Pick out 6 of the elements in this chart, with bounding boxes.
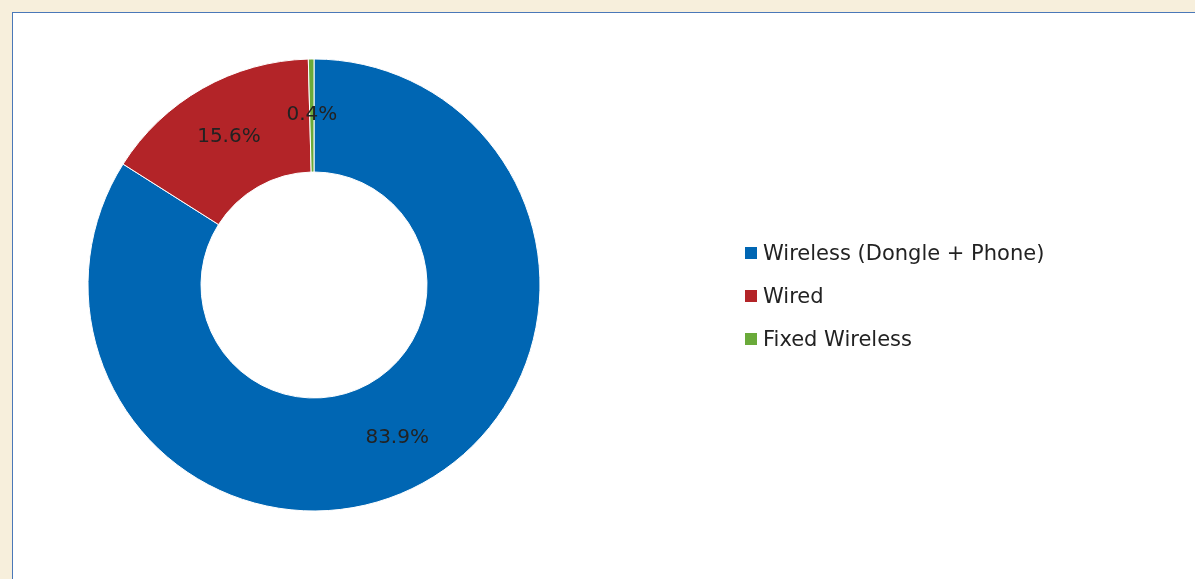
legend-label: Fixed Wireless	[763, 327, 912, 351]
legend-label: Wired	[763, 284, 824, 308]
data-label: 83.9%	[365, 424, 429, 449]
data-label: 0.4%	[286, 100, 338, 125]
legend-label: Wireless (Dongle + Phone)	[763, 241, 1045, 265]
data-label: 15.6%	[197, 122, 261, 147]
